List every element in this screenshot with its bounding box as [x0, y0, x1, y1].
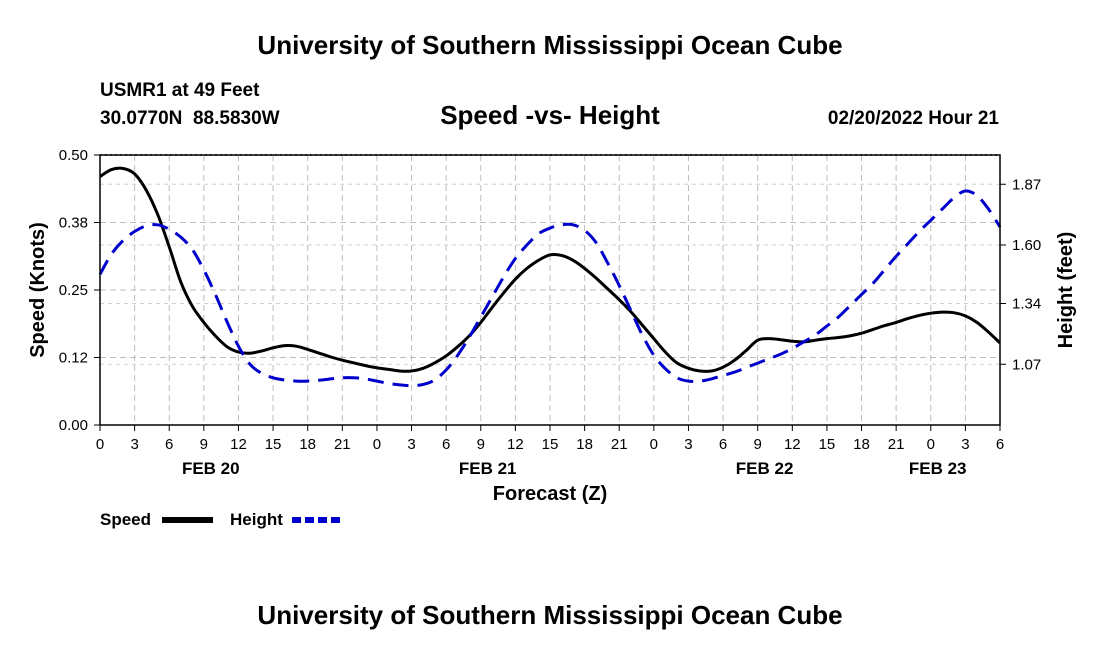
x-tick-label: 18 [299, 436, 316, 453]
legend: Speed Height [100, 510, 343, 529]
x-tick-label: 0 [927, 436, 935, 453]
date-label: FEB 21 [459, 459, 517, 478]
y-left-tick-label: 0.38 [59, 215, 88, 232]
x-tick-label: 0 [96, 436, 104, 453]
axis-ticks: 0 3 6 9 12 15 18 21 0 3 6 9 12 15 18 21 0 3 6 9 12 15 18 21 0 3 6F… [59, 147, 1041, 478]
x-tick-label: 18 [576, 436, 593, 453]
x-tick-label: 15 [542, 436, 559, 453]
x-tick-label: 12 [230, 436, 247, 453]
chart-subtitle: Speed -vs- Height [440, 100, 660, 130]
x-tick-label: 6 [165, 436, 173, 453]
y-axis-left-title: Speed (Knots) [27, 222, 49, 358]
x-tick-label: 3 [684, 436, 692, 453]
x-tick-label: 9 [754, 436, 762, 453]
legend-label-speed: Speed [100, 510, 151, 529]
station-label: USMR1 at 49 Feet [100, 80, 260, 101]
x-tick-label: 3 [407, 436, 415, 453]
x-tick-label: 3 [130, 436, 138, 453]
x-tick-label: 15 [265, 436, 282, 453]
y-left-tick-label: 0.12 [59, 350, 88, 367]
date-label: FEB 22 [736, 459, 794, 478]
x-tick-label: 21 [334, 436, 351, 453]
x-tick-label: 12 [784, 436, 801, 453]
y-right-tick-label: 1.34 [1012, 296, 1041, 313]
x-tick-label: 6 [442, 436, 450, 453]
date-label: FEB 20 [182, 459, 240, 478]
series-line-height [98, 189, 1002, 388]
footer-title: University of Southern Mississippi Ocean… [257, 600, 842, 630]
x-tick-label: 0 [373, 436, 381, 453]
series-layer [98, 166, 1002, 388]
coordinates-label: 30.0770N 88.5830W [100, 108, 280, 129]
x-tick-label: 9 [200, 436, 208, 453]
x-tick-label: 18 [853, 436, 870, 453]
chart-title: University of Southern Mississippi Ocean… [257, 30, 842, 60]
y-left-tick-label: 0.50 [59, 147, 88, 164]
date-label: FEB 23 [909, 459, 967, 478]
y-right-tick-label: 1.07 [1012, 356, 1041, 373]
y-right-tick-label: 1.60 [1012, 237, 1041, 254]
y-left-tick-label: 0.00 [59, 417, 88, 434]
x-tick-label: 6 [996, 436, 1004, 453]
x-tick-label: 12 [507, 436, 524, 453]
x-tick-label: 21 [611, 436, 628, 453]
y-right-tick-label: 1.87 [1012, 176, 1041, 193]
series-line-speed [99, 166, 1002, 373]
x-tick-label: 15 [819, 436, 836, 453]
y-axis-right-title: Height (feet) [1055, 232, 1077, 349]
x-tick-label: 0 [650, 436, 658, 453]
x-tick-label: 3 [961, 436, 969, 453]
x-axis-title: Forecast (Z) [493, 483, 607, 505]
x-tick-label: 6 [719, 436, 727, 453]
y-left-tick-label: 0.25 [59, 282, 88, 299]
x-tick-label: 9 [477, 436, 485, 453]
x-tick-label: 21 [888, 436, 905, 453]
timestamp-label: 02/20/2022 Hour 21 [828, 108, 1000, 129]
legend-label-height: Height [230, 510, 283, 529]
